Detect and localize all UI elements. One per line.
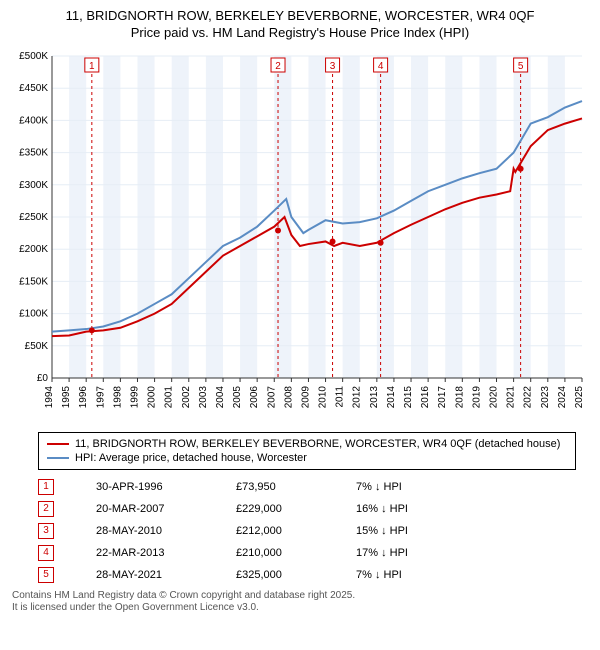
svg-text:£400K: £400K [19,115,48,126]
svg-text:2016: 2016 [420,385,431,408]
svg-text:4: 4 [378,61,384,72]
svg-text:2005: 2005 [232,385,243,408]
svg-text:2012: 2012 [352,385,363,408]
svg-text:1995: 1995 [61,385,72,408]
cell-date: 20-MAR-2007 [96,503,206,515]
chart-area: £0 £50K £100K £150K £200K £250K £300K £350K £400… [10,48,590,428]
cell-price: £325,000 [236,569,326,581]
svg-text:£50K: £50K [25,341,49,352]
svg-text:2023: 2023 [540,385,551,408]
svg-text:£500K: £500K [19,51,48,62]
cell-price: £73,950 [236,481,326,493]
legend-label: 11, BRIDGNORTH ROW, BERKELEY BEVERBORNE,… [75,438,560,450]
svg-text:1999: 1999 [129,385,140,408]
svg-text:2025: 2025 [574,385,585,408]
svg-text:1994: 1994 [44,385,55,408]
table-row: 5 28-MAY-2021 £325,000 7% ↓ HPI [38,564,558,586]
svg-text:2007: 2007 [266,385,277,408]
svg-text:£350K: £350K [19,147,48,158]
table-row: 2 20-MAR-2007 £229,000 16% ↓ HPI [38,498,558,520]
svg-text:2011: 2011 [335,385,346,407]
line-chart: £0 £50K £100K £150K £200K £250K £300K £350K £400… [10,48,590,428]
cell-delta: 15% ↓ HPI [356,525,496,537]
svg-text:2017: 2017 [437,385,448,408]
cell-delta: 7% ↓ HPI [356,569,496,581]
svg-text:1998: 1998 [112,385,123,408]
svg-text:2022: 2022 [523,385,534,408]
svg-text:1997: 1997 [95,385,106,408]
marker-badge: 2 [38,501,54,517]
svg-text:£450K: £450K [19,83,48,94]
table-row: 3 28-MAY-2010 £212,000 15% ↓ HPI [38,520,558,542]
footer-line1: Contains HM Land Registry data © Crown c… [12,590,588,602]
sales-table: 1 30-APR-1996 £73,950 7% ↓ HPI 2 20-MAR-… [38,476,558,586]
title-line1: 11, BRIDGNORTH ROW, BERKELEY BEVERBORNE,… [0,8,600,25]
svg-text:£0: £0 [37,373,49,384]
svg-text:2021: 2021 [506,385,517,408]
cell-date: 30-APR-1996 [96,481,206,493]
marker-badge: 5 [38,567,54,583]
svg-text:2: 2 [275,61,281,72]
cell-date: 28-MAY-2021 [96,569,206,581]
svg-text:2015: 2015 [403,385,414,408]
marker-badge: 4 [38,545,54,561]
cell-delta: 16% ↓ HPI [356,503,496,515]
legend-swatch [47,443,69,445]
svg-text:2010: 2010 [318,385,329,408]
svg-text:1996: 1996 [78,385,89,408]
svg-text:1: 1 [89,61,95,72]
svg-text:£100K: £100K [19,308,48,319]
marker-badge: 1 [38,479,54,495]
svg-text:2004: 2004 [215,385,226,408]
table-row: 4 22-MAR-2013 £210,000 17% ↓ HPI [38,542,558,564]
title-line2: Price paid vs. HM Land Registry's House … [0,25,600,42]
chart-title: 11, BRIDGNORTH ROW, BERKELEY BEVERBORNE,… [0,8,600,42]
cell-price: £210,000 [236,547,326,559]
cell-date: 22-MAR-2013 [96,547,206,559]
legend-item: HPI: Average price, detached house, Worc… [47,451,567,465]
svg-text:£250K: £250K [19,212,48,223]
svg-text:2001: 2001 [164,385,175,408]
svg-text:£300K: £300K [19,180,48,191]
svg-text:2024: 2024 [557,385,568,408]
svg-text:2014: 2014 [386,385,397,408]
svg-text:2008: 2008 [283,385,294,408]
svg-text:2000: 2000 [147,385,158,408]
svg-text:£200K: £200K [19,244,48,255]
legend-item: 11, BRIDGNORTH ROW, BERKELEY BEVERBORNE,… [47,437,567,451]
svg-text:2006: 2006 [249,385,260,408]
svg-text:£150K: £150K [19,276,48,287]
cell-date: 28-MAY-2010 [96,525,206,537]
cell-delta: 7% ↓ HPI [356,481,496,493]
cell-price: £212,000 [236,525,326,537]
footer-attribution: Contains HM Land Registry data © Crown c… [12,590,588,614]
svg-text:2020: 2020 [489,385,500,408]
svg-text:3: 3 [330,61,336,72]
footer-line2: It is licensed under the Open Government… [12,602,588,614]
svg-text:2009: 2009 [300,385,311,408]
svg-text:2013: 2013 [369,385,380,408]
svg-text:2018: 2018 [454,385,465,408]
cell-delta: 17% ↓ HPI [356,547,496,559]
marker-badge: 3 [38,523,54,539]
cell-price: £229,000 [236,503,326,515]
svg-text:2019: 2019 [471,385,482,408]
legend-label: HPI: Average price, detached house, Worc… [75,452,307,464]
svg-text:2002: 2002 [181,385,192,408]
svg-text:5: 5 [518,61,524,72]
svg-text:2003: 2003 [198,385,209,408]
legend-swatch [47,457,69,459]
table-row: 1 30-APR-1996 £73,950 7% ↓ HPI [38,476,558,498]
legend: 11, BRIDGNORTH ROW, BERKELEY BEVERBORNE,… [38,432,576,470]
